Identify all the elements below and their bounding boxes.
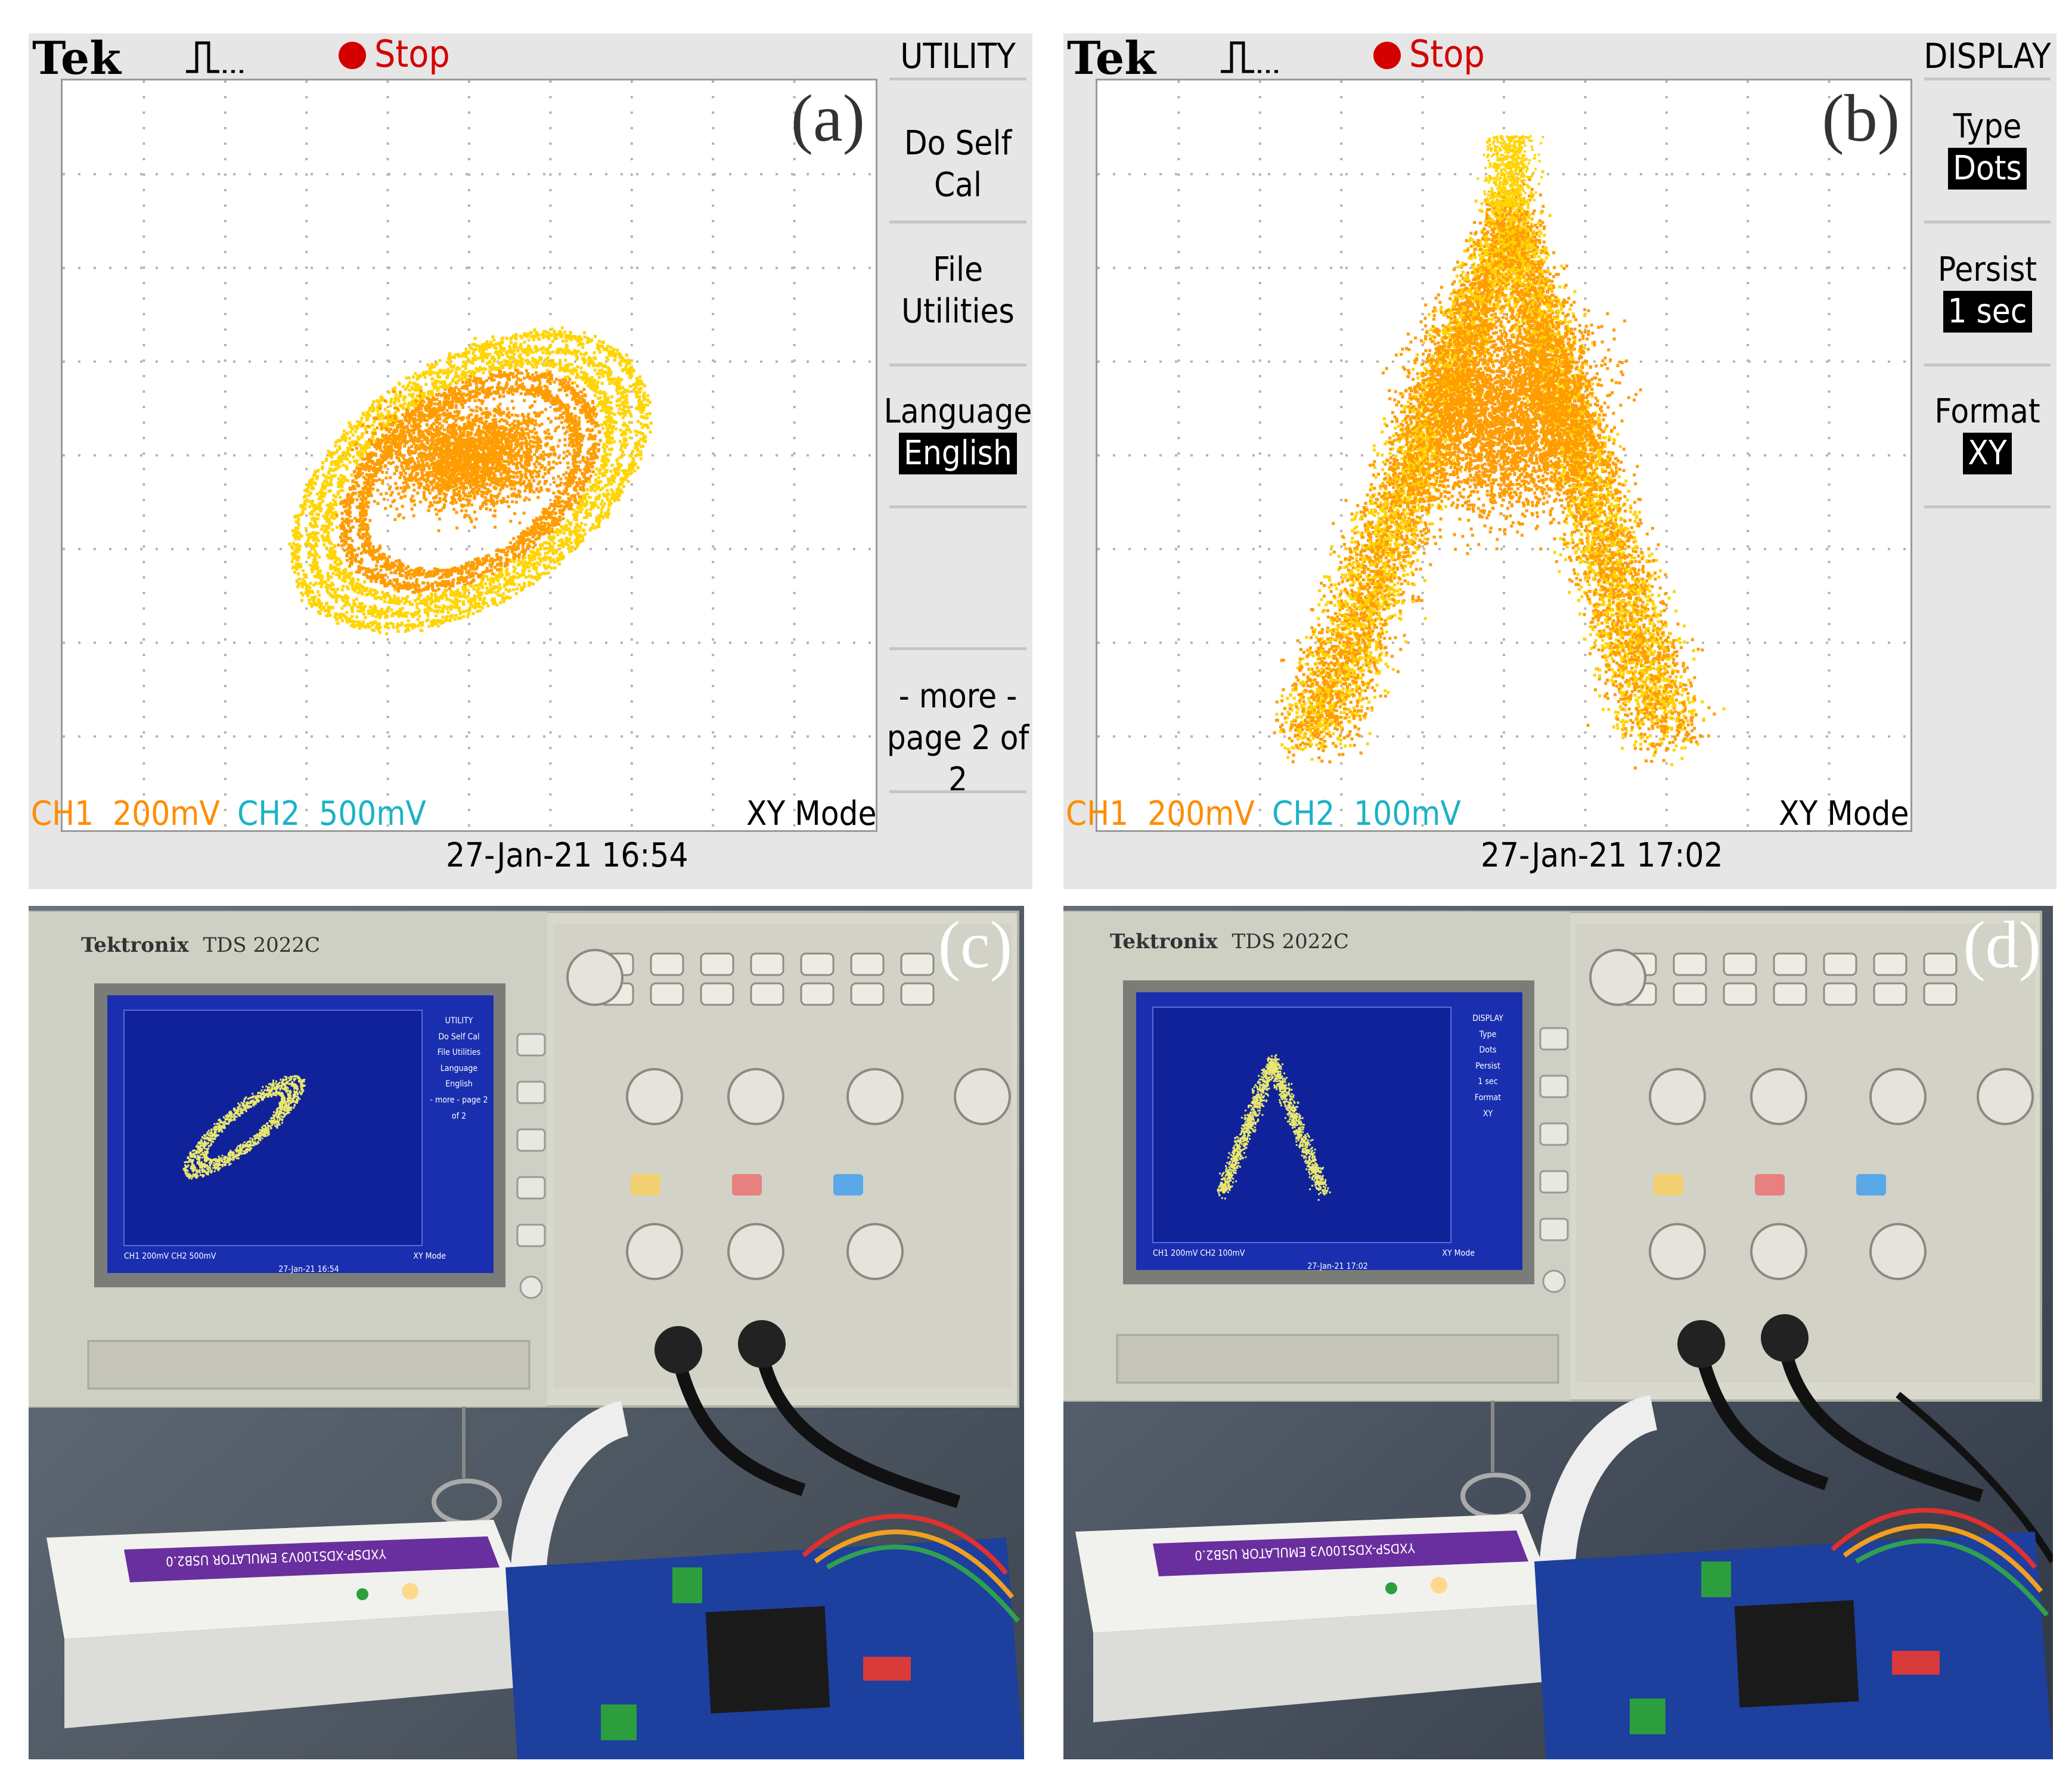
status-stop: Stop — [1373, 36, 1485, 73]
brand-tek: Tek — [32, 36, 121, 81]
menu-persist[interactable]: Persist 1 sec — [1918, 249, 2057, 333]
panel-label-d: (d) — [1963, 912, 2041, 979]
pulse-trigger-icon — [1218, 36, 1284, 83]
brand-tek: Tek — [1067, 36, 1156, 81]
menu-title-utility: UTILITY — [883, 36, 1032, 76]
graticule-b: (b) — [1096, 79, 1912, 832]
scope-brand-c: Tektronix TDS 2022C — [81, 933, 320, 957]
screen-menu-c: UTILITY Do Self Cal File Utilities Languag… — [427, 1013, 491, 1124]
menu-language[interactable]: Language English — [883, 391, 1032, 474]
format-value: XY — [1963, 433, 2012, 474]
panel-label-b: (b) — [1822, 85, 1900, 152]
red-dot-icon — [1373, 42, 1401, 69]
status-stop: Stop — [339, 36, 450, 73]
graticule-a: (a) — [61, 79, 877, 832]
screen-menu-d: DISPLAY Type Dots Persist 1 sec Format XY — [1456, 1011, 1520, 1122]
screen-status-d: CH1 200mV CH2 100mV XY Mode 27-Jan-21 17:… — [1153, 1249, 1522, 1271]
screen-trace-d — [1217, 1054, 1331, 1201]
menu-do-self-cal[interactable]: Do Self Cal — [883, 123, 1032, 206]
ch1-readout-a: CH1 200mV — [31, 797, 220, 831]
scope-brand-d: Tektronix TDS 2022C — [1110, 930, 1349, 954]
ch1-readout-b: CH1 200mV — [1066, 797, 1255, 831]
trace-b — [1273, 135, 1726, 770]
screen-trace-c — [182, 1075, 306, 1180]
trace-a — [288, 326, 653, 635]
side-menu-a: UTILITY Do Self Cal File Utilities Langu… — [883, 33, 1032, 832]
persist-value: 1 sec — [1943, 291, 2032, 333]
side-menu-b: DISPLAY Type Dots Persist 1 sec Format X… — [1918, 33, 2057, 832]
menu-format[interactable]: Format XY — [1918, 391, 2057, 474]
menu-file-utilities[interactable]: File Utilities — [883, 249, 1032, 333]
status-stop-label: Stop — [374, 32, 450, 76]
timestamp-b: 27-Jan-21 17:02 — [1481, 839, 1723, 873]
photo-setup-c: (c) Tektronix TDS 2022C UTILITY Do Self C… — [29, 906, 1024, 1759]
language-value: English — [899, 433, 1017, 474]
pulse-trigger-icon — [184, 36, 249, 83]
panel-label-c: (c) — [938, 912, 1012, 979]
type-value: Dots — [1948, 148, 2027, 190]
scope-capture-a: Tek Stop (a) UTILITY Do Self Cal File Ut… — [29, 33, 1032, 889]
red-dot-icon — [339, 42, 366, 69]
mode-readout-a: XY Mode — [746, 797, 877, 831]
ch2-readout-b: CH2 100mV — [1272, 797, 1461, 831]
menu-title-display: DISPLAY — [1918, 36, 2057, 76]
screen-status-c: CH1 200mV CH2 500mV XY Mode 27-Jan-21 16:… — [124, 1252, 494, 1274]
photo-setup-d: (d) Tektronix TDS 2022C DISPLAY Type Dots… — [1063, 906, 2053, 1759]
panel-label-a: (a) — [791, 85, 865, 152]
status-stop-label: Stop — [1409, 32, 1485, 76]
menu-type[interactable]: Type Dots — [1918, 106, 2057, 190]
scope-capture-b: Tek Stop (b) DISPLAY Type Dots Persist 1… — [1063, 33, 2057, 889]
ch2-readout-a: CH2 500mV — [237, 797, 426, 831]
timestamp-a: 27-Jan-21 16:54 — [446, 839, 688, 873]
mode-readout-b: XY Mode — [1779, 797, 1909, 831]
menu-more-page[interactable]: - more - page 2 of 2 — [883, 676, 1032, 801]
